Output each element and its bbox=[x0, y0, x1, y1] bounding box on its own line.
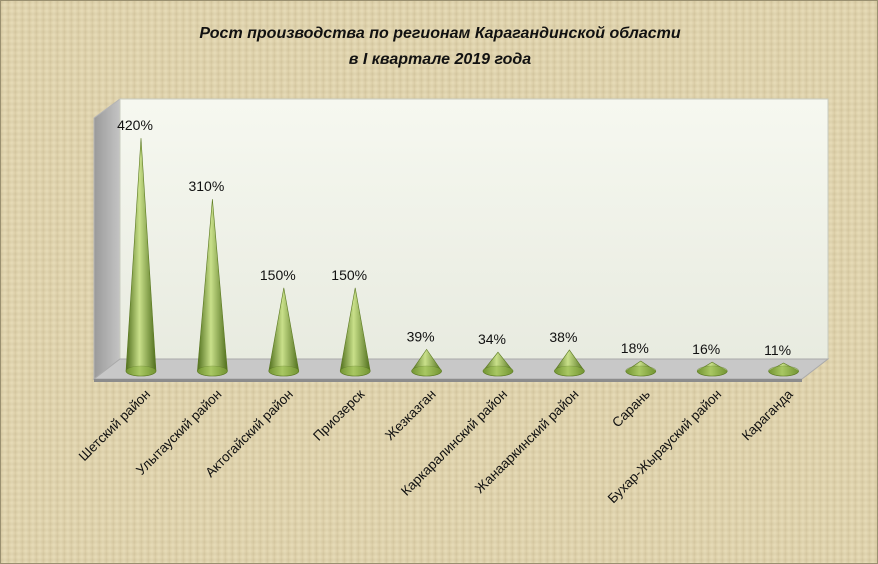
data-label-5: 39% bbox=[407, 328, 435, 344]
category-label-1: Шетский район bbox=[76, 387, 153, 464]
cone-base-9 bbox=[696, 365, 728, 377]
category-label-4: Приозерск bbox=[310, 386, 367, 443]
data-label-10: 11% bbox=[764, 342, 791, 358]
cone-base-2 bbox=[197, 365, 228, 377]
data-label-2: 310% bbox=[188, 178, 224, 194]
chart-title: Рост производства по регионам Карагандин… bbox=[1, 21, 877, 73]
back-wall bbox=[119, 98, 829, 360]
cones-group bbox=[125, 138, 799, 377]
chart-title-line-1: Рост производства по регионам Карагандин… bbox=[199, 25, 681, 42]
category-label-5: Жезказган bbox=[382, 387, 439, 444]
cone-base-4 bbox=[339, 365, 371, 377]
cone-base-8 bbox=[625, 365, 657, 377]
cone-base-3 bbox=[268, 365, 300, 377]
left-wall bbox=[93, 98, 121, 381]
data-labels-group: 420% 310% 150% 150% 39% 34% 38% 18% 16% 11% bbox=[117, 117, 791, 358]
data-label-3: 150% bbox=[260, 267, 296, 283]
chart-title-line-2: в I квартале 2019 года bbox=[348, 51, 532, 68]
category-label-9: Бухар-Жырауский район bbox=[605, 387, 725, 507]
data-label-6: 34% bbox=[478, 331, 506, 347]
cone-base-1 bbox=[125, 365, 157, 377]
floor-edge bbox=[94, 379, 802, 382]
category-label-10: Караганда bbox=[739, 386, 796, 443]
category-label-8: Сарань bbox=[609, 387, 653, 431]
cone-base-5 bbox=[411, 365, 442, 377]
data-label-9: 16% bbox=[692, 341, 720, 357]
cone-base-10 bbox=[768, 365, 799, 377]
data-label-1: 420% bbox=[117, 117, 153, 133]
cone-base-6 bbox=[482, 365, 514, 377]
data-label-4: 150% bbox=[331, 267, 367, 283]
data-label-7: 38% bbox=[549, 329, 577, 345]
data-label-8: 18% bbox=[621, 340, 649, 356]
cone-base-7 bbox=[554, 365, 585, 377]
